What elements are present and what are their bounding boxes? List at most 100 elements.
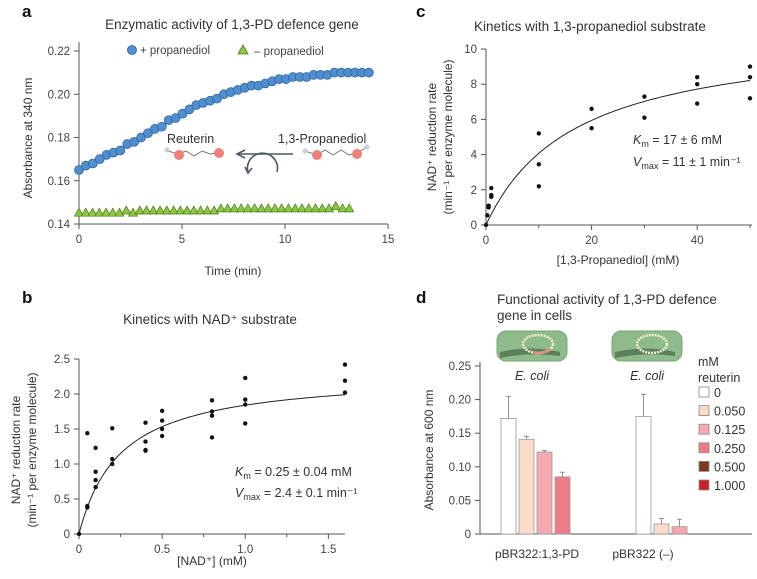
y-tick-label: 0.18 <box>48 133 70 145</box>
data-point <box>747 74 753 80</box>
data-point <box>695 101 700 106</box>
panel-c-title: Kinetics with 1,3-propanediol substrate <box>474 19 706 34</box>
data-point <box>110 426 115 431</box>
data-point <box>143 439 148 444</box>
data-point <box>143 420 148 425</box>
data-point-minus-propanediol <box>256 203 267 213</box>
panel-d-ylabel: Absorbance at 600 nm <box>422 390 436 511</box>
panel-b-km: Km = 0.25 ± 0.04 mM <box>235 465 352 481</box>
x-tick-label: 0 <box>483 235 489 247</box>
legend-label: 0.500 <box>714 460 745 474</box>
data-point-minus-propanediol <box>168 205 179 215</box>
data-point-minus-propanediol <box>175 205 186 215</box>
data-point-minus-propanediol <box>73 207 85 217</box>
data-point <box>342 362 348 367</box>
x-tick-label: 10 <box>279 234 292 246</box>
legend-label: 0.125 <box>714 423 745 437</box>
y-tick-label: 1.0 <box>54 459 70 471</box>
bar-0.050 <box>518 438 535 535</box>
panel-a-xlabel: Time (min) <box>205 264 262 278</box>
y-tick-label: 0.05 <box>449 495 471 507</box>
panel-c-ylabel-line2: (min⁻¹ per enzyme molecule) <box>441 59 455 214</box>
y-tick-label: 0.5 <box>54 494 70 506</box>
data-point <box>85 505 90 510</box>
y-tick-label: 10 <box>464 44 477 56</box>
panel-d-title-line2: gene in cells <box>497 308 572 323</box>
data-point <box>209 398 215 403</box>
data-point-minus-propanediol <box>121 205 132 215</box>
legend-swatch-0.250 <box>698 442 710 454</box>
data-point-minus-propanediol <box>148 205 159 215</box>
data-point-minus-propanediol <box>195 205 206 215</box>
data-point <box>209 435 215 440</box>
propanediol-label: 1,3-Propanediol <box>278 132 366 146</box>
data-point <box>243 397 248 402</box>
data-point <box>589 106 594 112</box>
ecoli-cell-icon-empty <box>611 330 683 362</box>
y-tick-label: 0.15 <box>449 428 471 440</box>
data-point-minus-propanediol <box>134 205 145 215</box>
panel-b-ylabel-line2: (min⁻¹ per enzyme molecule) <box>25 372 39 527</box>
propanediol-molecule-icon <box>302 144 370 160</box>
data-point-plus-propanediol <box>177 108 188 119</box>
data-point-minus-propanediol <box>229 203 240 213</box>
panel-label-c: c <box>416 2 425 21</box>
panel-b-xlabel: [NAD⁺] (mM) <box>177 554 247 568</box>
data-point <box>76 531 82 537</box>
data-point <box>747 96 753 101</box>
data-point-minus-propanediol <box>161 205 172 215</box>
panel-c-fit-curve <box>485 80 751 226</box>
data-point-plus-propanediol <box>74 165 84 175</box>
panel-d-title-line1: Functional activity of 1,3-PD defence <box>497 292 717 307</box>
legend-swatch-0 <box>698 386 710 398</box>
data-point-minus-propanediol <box>330 200 341 211</box>
data-point-minus-propanediol <box>337 203 348 213</box>
data-point-plus-propanediol <box>136 132 146 143</box>
legend-swatch-0.125 <box>698 423 710 435</box>
panel-b-title: Kinetics with NAD⁺ substrate <box>123 312 297 327</box>
panel-c-ylabel-line1: NAD⁺ reduction rate <box>425 82 439 191</box>
data-point <box>489 185 494 191</box>
data-point-minus-propanediol <box>107 207 118 217</box>
data-point <box>342 378 348 383</box>
data-point <box>110 461 115 467</box>
data-point <box>642 94 647 99</box>
category-label: pBR322 (–) <box>612 547 673 561</box>
y-tick-label: 0.25 <box>449 361 471 373</box>
data-point <box>93 484 98 490</box>
data-point <box>486 203 491 208</box>
data-point-minus-propanediol <box>249 203 260 213</box>
data-point <box>209 409 215 414</box>
data-point <box>85 431 90 436</box>
bar-0.125 <box>536 451 553 535</box>
x-tick-label: 0 <box>76 234 82 246</box>
panel-a-ylabel: Absorbance at 340 nm <box>21 78 35 199</box>
legend-marker-plus <box>127 45 137 55</box>
legend-label: 0.250 <box>714 442 745 456</box>
data-point-minus-propanediol <box>222 203 233 213</box>
x-tick-label: 15 <box>382 234 395 246</box>
legend-swatch-0.050 <box>698 405 710 417</box>
x-tick-label: 1.5 <box>320 544 336 556</box>
data-point-minus-propanediol <box>296 203 308 213</box>
y-tick-label: 2.0 <box>54 389 70 401</box>
data-point <box>483 222 489 228</box>
bar-0.250 <box>554 476 571 535</box>
x-tick-label: 40 <box>691 235 704 247</box>
y-tick-label: 0.14 <box>48 219 71 231</box>
y-tick-label: 1.5 <box>54 424 70 436</box>
data-point-plus-propanediol <box>94 154 105 164</box>
data-point-plus-propanediol <box>143 128 153 139</box>
cell-label-1: E. coli <box>515 369 550 383</box>
x-tick-label: 1.0 <box>237 544 253 556</box>
data-point-minus-propanediol <box>290 203 301 213</box>
bar-0 <box>500 418 517 535</box>
x-tick-label: 0 <box>76 544 82 556</box>
data-point-minus-propanediol <box>94 207 105 217</box>
data-point-minus-propanediol <box>276 203 287 213</box>
data-point-plus-propanediol <box>87 158 98 169</box>
data-point <box>642 115 647 120</box>
y-tick-label: 0 <box>64 529 70 541</box>
data-point <box>159 408 165 413</box>
data-point-minus-propanediol <box>344 203 355 213</box>
